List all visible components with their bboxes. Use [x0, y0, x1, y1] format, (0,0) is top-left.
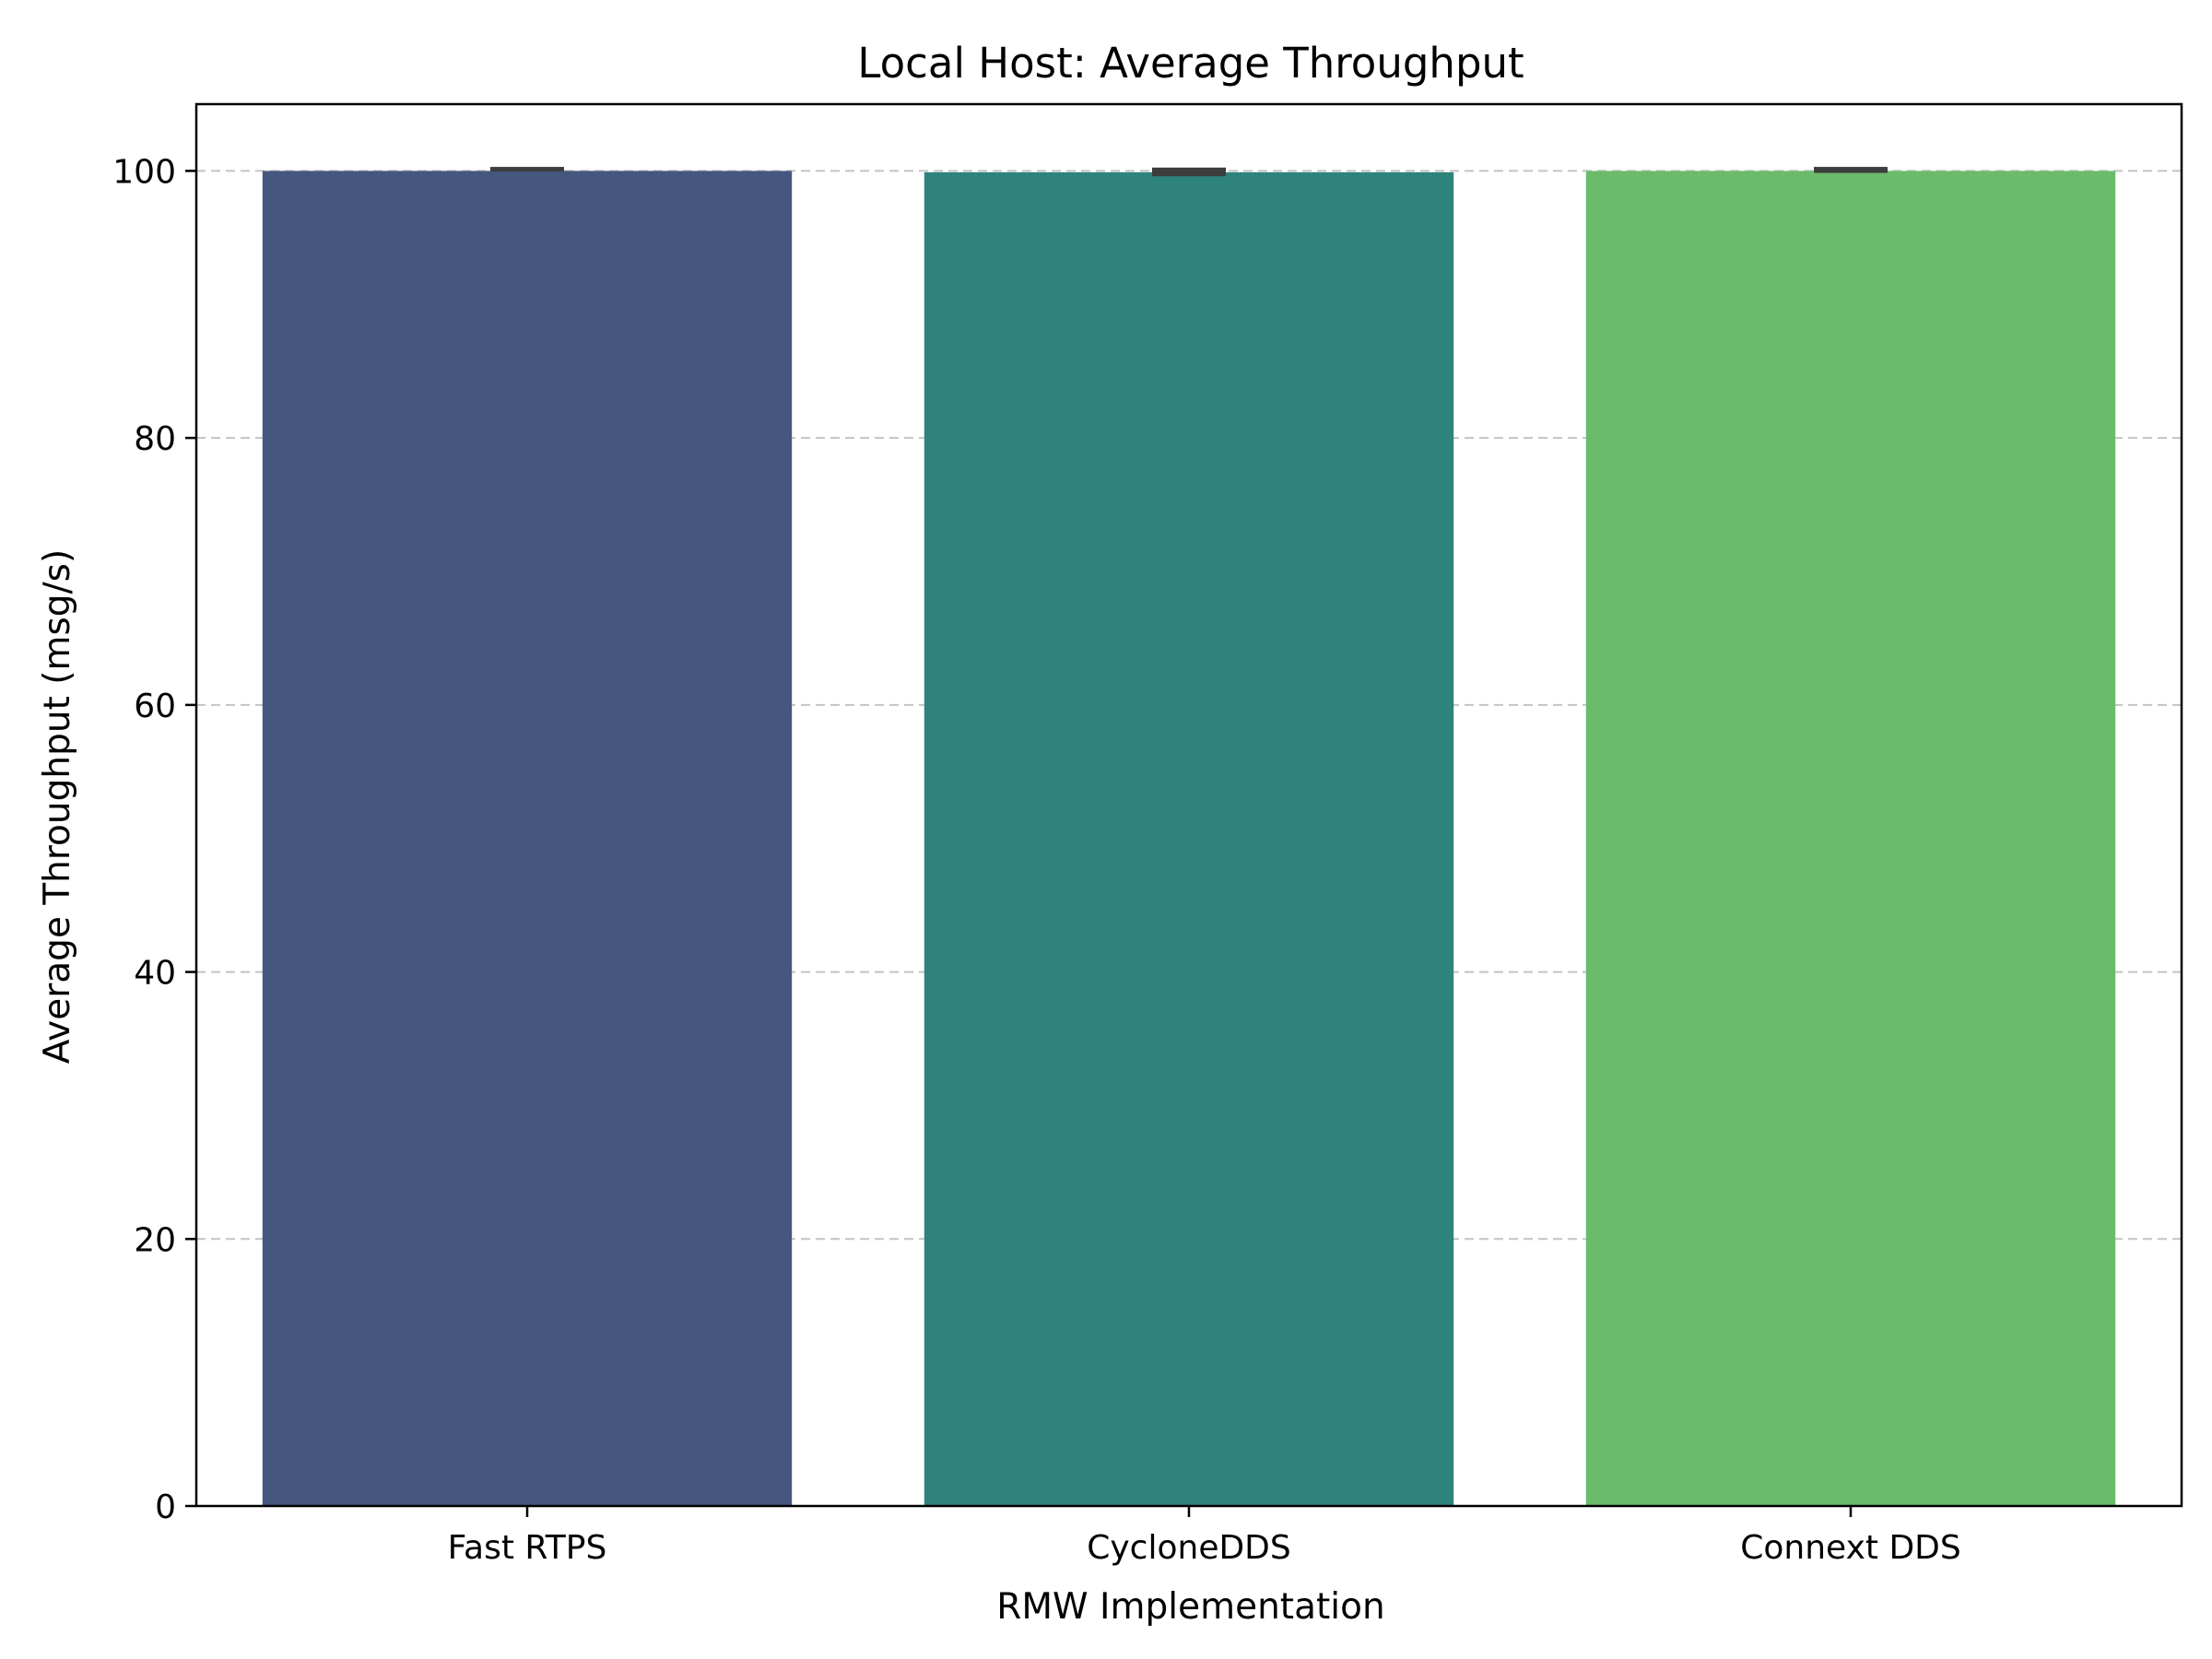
y-tick-label: 60 — [134, 688, 176, 725]
x-axis-ticks: Fast RTPS CycloneDDS Connext DDS — [448, 1506, 1961, 1567]
error-bars — [490, 167, 1888, 177]
y-tick-label: 40 — [134, 955, 176, 993]
error-bar — [490, 167, 564, 172]
y-tick-label: 80 — [134, 420, 176, 458]
bar-cyclonedds — [924, 171, 1454, 1506]
x-tick-label: CycloneDDS — [1087, 1529, 1291, 1567]
x-axis-label: RMW Implementation — [996, 1586, 1384, 1628]
y-tick-label: 20 — [134, 1221, 176, 1259]
y-axis-ticks: 0 20 40 60 80 100 — [112, 153, 196, 1526]
x-tick-label: Fast RTPS — [448, 1529, 607, 1567]
bars — [262, 171, 2116, 1506]
x-tick-label: Connext DDS — [1740, 1529, 1960, 1567]
bar-fast-rtps — [262, 171, 793, 1506]
y-tick-label: 100 — [112, 153, 176, 191]
y-tick-label: 0 — [155, 1488, 176, 1526]
bar-connext-dds — [1585, 171, 2116, 1506]
chart-title: Local Host: Average Throughput — [857, 39, 1524, 88]
error-bar — [1152, 167, 1226, 177]
error-bar — [1814, 167, 1888, 173]
y-axis-label: Average Throughput (msg/s) — [37, 549, 78, 1064]
